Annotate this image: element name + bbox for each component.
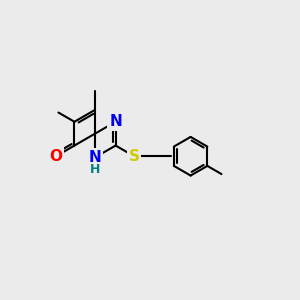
Text: N: N xyxy=(88,150,101,165)
Text: H: H xyxy=(90,164,100,176)
Text: S: S xyxy=(129,149,140,164)
Text: N: N xyxy=(109,114,122,129)
Text: O: O xyxy=(50,149,62,164)
